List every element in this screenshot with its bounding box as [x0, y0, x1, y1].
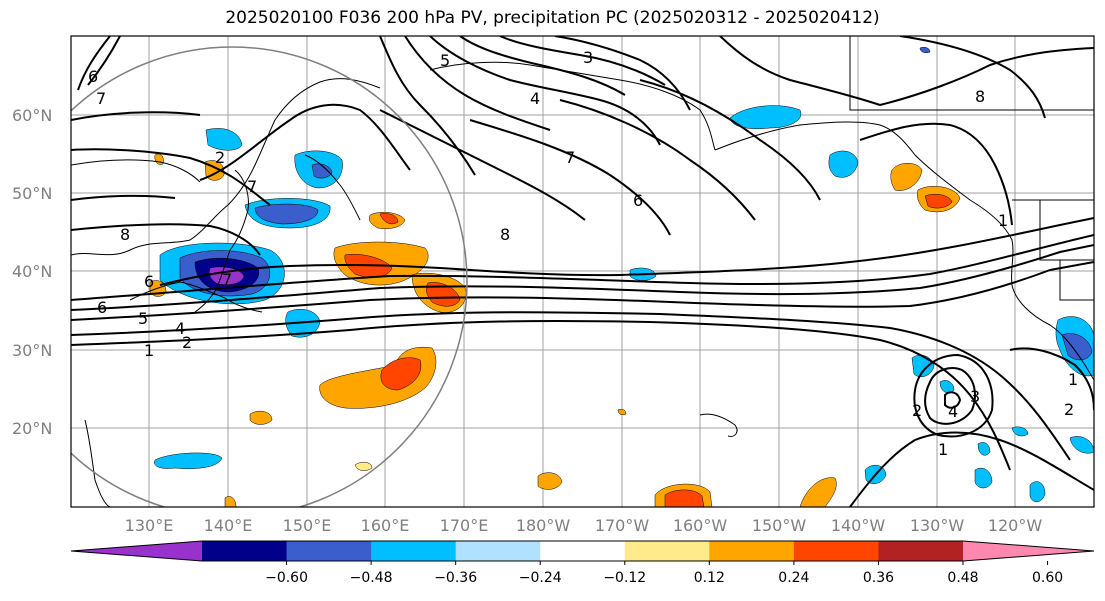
- latitude-labels: 60°N 50°N 40°N 30°N 20°N: [12, 106, 52, 438]
- colorbar-segment: [371, 541, 457, 561]
- svg-text:4: 4: [948, 402, 958, 421]
- svg-text:1: 1: [144, 341, 154, 360]
- lon-label: 130°W: [910, 516, 965, 535]
- svg-text:1: 1: [938, 440, 948, 459]
- svg-text:4: 4: [530, 89, 540, 108]
- lon-label: 150°W: [752, 516, 807, 535]
- svg-text:7: 7: [565, 148, 575, 167]
- svg-text:7: 7: [247, 177, 257, 196]
- colorbar-tick-label: 0.48: [947, 570, 978, 586]
- svg-text:3: 3: [583, 48, 593, 67]
- lon-label: 120°W: [988, 516, 1043, 535]
- lon-label: 140°W: [831, 516, 886, 535]
- colorbar-extend-max: [963, 541, 1094, 561]
- colorbar-segment: [286, 541, 372, 561]
- map-title: 2025020100 F036 200 hPa PV, precipitatio…: [225, 8, 880, 28]
- svg-text:6: 6: [144, 272, 154, 291]
- colorbar-tick-label: −0.12: [603, 570, 646, 586]
- svg-text:2: 2: [1064, 400, 1074, 419]
- svg-text:4: 4: [175, 319, 185, 338]
- svg-text:6: 6: [633, 191, 643, 210]
- svg-text:8: 8: [120, 225, 130, 244]
- lon-label: 130°E: [125, 516, 174, 535]
- svg-text:2: 2: [215, 148, 225, 167]
- lat-label: 20°N: [12, 419, 52, 438]
- lon-label: 170°E: [440, 516, 489, 535]
- colorbar-segment: [709, 541, 795, 561]
- svg-text:1: 1: [998, 211, 1008, 230]
- colorbar-tick-label: −0.60: [265, 570, 308, 586]
- colorbar-tick-label: −0.24: [519, 570, 562, 586]
- svg-text:2: 2: [182, 333, 192, 352]
- precip-positive: [149, 153, 961, 507]
- lon-label: 150°E: [283, 516, 332, 535]
- colorbar-segment: [540, 541, 626, 561]
- svg-text:7: 7: [96, 89, 106, 108]
- lon-label: 160°W: [673, 516, 728, 535]
- lon-label: 160°E: [361, 516, 410, 535]
- svg-text:2: 2: [912, 401, 922, 420]
- lon-label: 140°E: [204, 516, 253, 535]
- colorbar-extend-min: [71, 541, 202, 561]
- colorbar-tick-label: 0.24: [778, 570, 809, 586]
- svg-text:5: 5: [138, 309, 148, 328]
- colorbar-tick-label: 0.36: [863, 570, 894, 586]
- svg-text:1: 1: [1068, 370, 1078, 389]
- lon-label: 180°W: [516, 516, 571, 535]
- colorbar-outline: [70, 540, 1095, 562]
- plot-area: 6 7 5 3 4 8 7 6 8 1 8 6 7 6 5 4 1 2 3 2 …: [71, 36, 1094, 507]
- colorbar-tick-label: 0.12: [694, 570, 725, 586]
- colorbar-tick-label: 0.60: [1032, 570, 1063, 586]
- lat-label: 60°N: [12, 106, 52, 125]
- colorbar-tick-label: −0.48: [350, 570, 393, 586]
- colorbar-segment: [455, 541, 541, 561]
- lat-label: 40°N: [12, 262, 52, 281]
- colorbar-segment: [793, 541, 879, 561]
- svg-text:8: 8: [975, 87, 985, 106]
- colorbar-segment: [624, 541, 710, 561]
- contour-labels: 6 7 5 3 4 8 7 6 8 1 8 6 7 6 5 4 1 2 3 2 …: [88, 48, 1078, 459]
- map-frame: [70, 35, 1095, 508]
- lon-label: 170°W: [595, 516, 650, 535]
- svg-text:5: 5: [440, 51, 450, 70]
- pv-contours: [71, 36, 1094, 507]
- lat-label: 50°N: [12, 184, 52, 203]
- svg-text:6: 6: [97, 298, 107, 317]
- svg-text:7: 7: [222, 270, 232, 289]
- svg-text:6: 6: [88, 67, 98, 86]
- svg-text:3: 3: [970, 387, 980, 406]
- lat-label: 30°N: [12, 341, 52, 360]
- colorbar-tick-label: −0.36: [434, 570, 477, 586]
- colorbar: −0.60 −0.48 −0.36 −0.24 −0.12 0.12 0.24 0.36 0.4…: [70, 540, 1095, 586]
- radius-ring: [71, 46, 468, 507]
- colorbar-segment: [202, 541, 288, 561]
- longitude-labels: 130°E 140°E 150°E 160°E 170°E 180°W 170°…: [125, 516, 1043, 535]
- colorbar-segment: [878, 541, 964, 561]
- svg-text:8: 8: [500, 225, 510, 244]
